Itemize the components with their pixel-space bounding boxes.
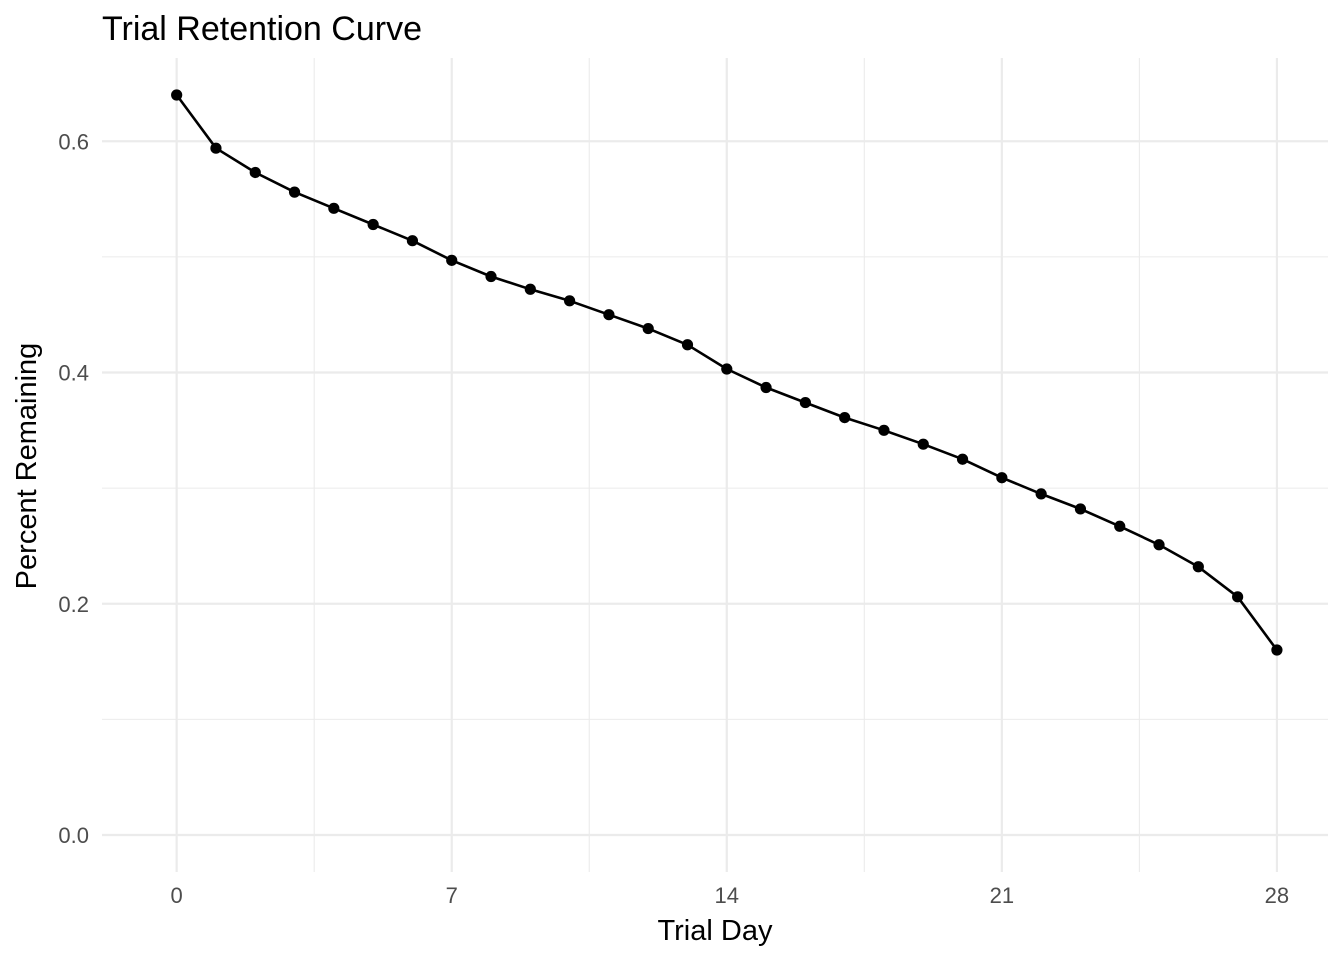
y-tick-labels: 0.0 0.2 0.4 0.6 <box>58 129 89 848</box>
x-tick-label: 28 <box>1265 883 1289 908</box>
data-point <box>1271 644 1283 656</box>
data-point <box>839 411 851 424</box>
data-point <box>564 295 576 307</box>
y-tick-label: 0.0 <box>58 823 89 848</box>
series-layer <box>171 89 1283 656</box>
data-point <box>1153 539 1165 551</box>
data-point <box>721 363 733 375</box>
data-point <box>1232 591 1244 603</box>
data-point <box>171 89 183 101</box>
chart-title: Trial Retention Curve <box>102 10 422 48</box>
data-point <box>917 438 929 450</box>
data-point <box>642 322 654 335</box>
y-tick-label: 0.2 <box>58 592 89 617</box>
data-point <box>210 142 222 154</box>
data-point <box>524 283 536 295</box>
data-point <box>1035 488 1047 500</box>
data-point <box>1114 520 1126 532</box>
data-point <box>760 381 772 394</box>
x-tick-label: 21 <box>990 883 1014 908</box>
y-tick-label: 0.6 <box>58 129 89 154</box>
data-point <box>406 235 419 247</box>
data-point <box>681 339 694 351</box>
y-tick-label: 0.4 <box>58 361 89 386</box>
data-point <box>603 309 615 321</box>
grid-layer <box>102 58 1328 872</box>
data-point <box>288 186 301 198</box>
data-point <box>249 166 261 179</box>
data-point <box>996 472 1008 484</box>
data-point <box>367 218 379 231</box>
y-axis-title: Percent Remaining <box>11 343 43 590</box>
data-point <box>799 396 811 409</box>
x-tick-labels: 0 7 14 21 28 <box>171 883 1290 908</box>
data-point <box>1074 503 1087 515</box>
x-tick-label: 7 <box>446 883 458 908</box>
x-tick-label: 14 <box>715 883 739 908</box>
data-point <box>446 254 458 266</box>
data-point <box>328 202 340 214</box>
data-point <box>485 270 497 283</box>
data-point <box>878 424 890 436</box>
data-point <box>1192 561 1204 573</box>
x-axis-title: Trial Day <box>658 915 773 947</box>
data-point <box>956 453 969 465</box>
x-tick-label: 0 <box>171 883 183 908</box>
